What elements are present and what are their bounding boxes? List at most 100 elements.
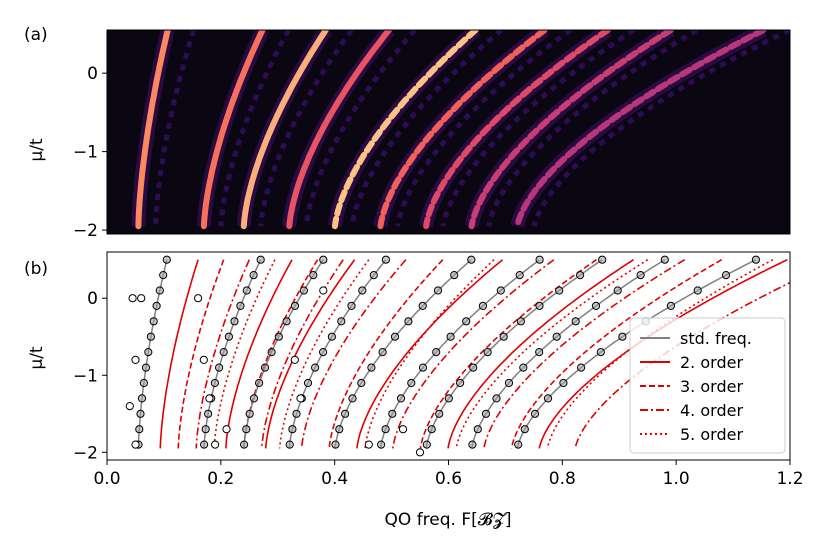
order-curve	[177, 259, 225, 449]
data-point	[543, 394, 553, 403]
data-point	[478, 301, 487, 310]
data-point	[577, 363, 586, 372]
data-point	[450, 271, 459, 280]
order-curve	[264, 259, 356, 449]
data-point	[131, 440, 140, 449]
data-point	[390, 332, 400, 341]
legend-label-order5: 5. order	[680, 425, 743, 444]
data-point	[559, 378, 568, 388]
data-point	[358, 286, 367, 295]
data-point	[222, 425, 231, 434]
data-point	[152, 301, 161, 310]
data-point	[303, 378, 313, 388]
data-point	[535, 255, 544, 264]
data-point	[422, 440, 431, 449]
order-curve	[356, 259, 504, 449]
data-point	[296, 394, 305, 403]
data-point	[219, 348, 228, 357]
data-point	[535, 348, 544, 357]
panel-a-y-tick-label: −2	[73, 221, 98, 241]
order-curve	[328, 259, 444, 449]
data-point	[205, 394, 214, 403]
data-point	[515, 271, 524, 280]
order-curve	[278, 259, 370, 449]
panel-a-y-axis-label: μ/t	[27, 138, 47, 162]
data-point	[407, 378, 416, 388]
data-point	[467, 255, 476, 264]
legend-box	[629, 317, 786, 454]
heatmap-ridge	[135, 30, 171, 230]
data-point	[319, 255, 328, 264]
data-point	[367, 363, 376, 372]
data-point	[215, 363, 224, 372]
data-point	[144, 348, 153, 357]
data-point	[427, 425, 436, 434]
data-point	[468, 440, 477, 449]
heatmap-secondary-ridge	[440, 30, 636, 227]
data-point	[236, 301, 245, 310]
data-point	[369, 271, 378, 280]
data-point	[751, 255, 761, 264]
heatmap-secondary-ridge	[349, 30, 504, 227]
panel-a-frame	[106, 29, 791, 235]
heatmap-secondary-ridge	[152, 30, 196, 227]
heatmap-ridge	[286, 30, 392, 230]
data-point	[499, 332, 508, 341]
data-point	[135, 425, 144, 434]
data-point	[255, 378, 264, 388]
data-point	[381, 425, 390, 434]
data-point	[348, 394, 357, 403]
data-point	[146, 332, 155, 341]
data-point	[201, 425, 210, 434]
heatmap-ridge	[331, 30, 479, 230]
data-point	[211, 440, 220, 449]
data-point	[327, 332, 336, 341]
data-point	[433, 286, 443, 295]
data-point	[552, 332, 561, 341]
data-point	[282, 317, 291, 326]
data-point	[636, 271, 645, 280]
data-point	[555, 286, 564, 295]
order-curve	[300, 259, 407, 449]
data-point	[496, 286, 505, 295]
panel-b-y-tick-label: 0	[87, 289, 98, 309]
data-point	[311, 363, 320, 372]
data-point	[335, 425, 344, 434]
data-point	[210, 378, 219, 388]
data-point	[290, 355, 299, 364]
heatmap-secondary-ridge	[303, 30, 417, 227]
order-curve	[419, 259, 597, 449]
data-point	[249, 271, 258, 280]
panel-a-y-axis: 0 −1 −2	[73, 64, 107, 241]
data-point	[224, 332, 233, 341]
data-point	[131, 355, 140, 364]
legend-label-order2: 2. order	[680, 353, 743, 372]
panel-b-x-tick-label: 0.2	[207, 469, 234, 489]
data-point	[347, 301, 356, 310]
data-point	[418, 301, 427, 310]
data-point	[337, 317, 346, 326]
data-point	[159, 271, 168, 280]
data-point	[377, 440, 386, 449]
data-point	[516, 317, 526, 326]
legend-label-order3: 3. order	[680, 377, 743, 396]
panel-b-x-tick-label: 1.0	[663, 469, 690, 489]
data-point	[137, 294, 146, 303]
panel-b-axes: 0 −1 −2 0.0 0.2 0.4 0.6 0.8 1.0 1.2	[73, 289, 804, 489]
heatmap-ridge	[514, 30, 767, 230]
data-point	[285, 440, 294, 449]
order-curve	[447, 259, 634, 449]
data-point	[128, 294, 137, 303]
data-point	[288, 425, 297, 434]
data-point	[194, 294, 203, 303]
data-point	[230, 317, 239, 326]
data-point	[396, 394, 406, 403]
data-point	[693, 286, 702, 295]
data-point	[309, 271, 318, 280]
data-point	[136, 409, 145, 418]
data-point	[519, 363, 528, 372]
data-point	[618, 332, 627, 341]
data-point	[721, 271, 731, 280]
heatmap-secondary-ridge	[395, 30, 573, 227]
